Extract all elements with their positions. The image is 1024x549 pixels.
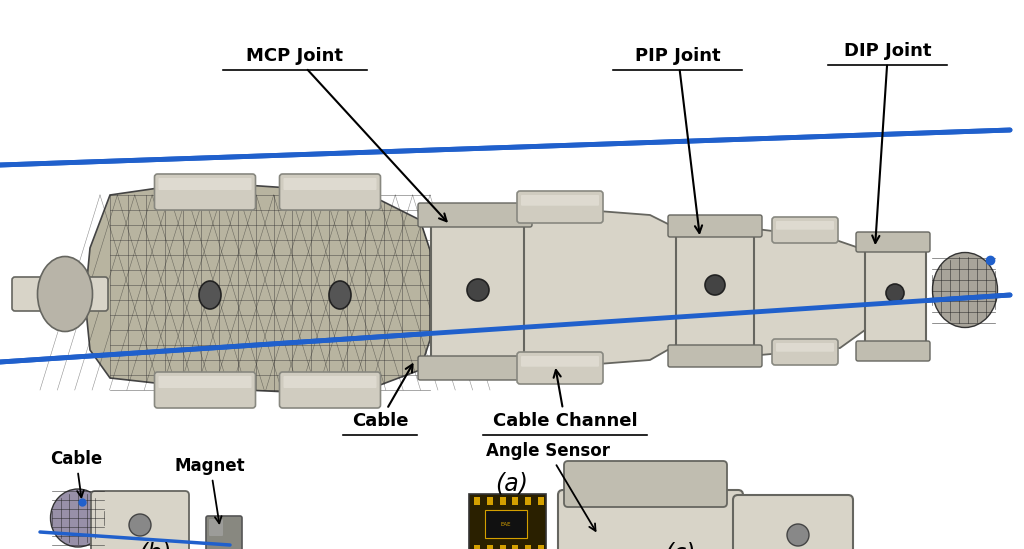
FancyBboxPatch shape: [856, 232, 930, 252]
FancyBboxPatch shape: [733, 495, 853, 549]
FancyBboxPatch shape: [159, 376, 252, 388]
FancyBboxPatch shape: [91, 491, 189, 549]
FancyBboxPatch shape: [284, 178, 377, 190]
Ellipse shape: [705, 275, 725, 295]
FancyBboxPatch shape: [418, 356, 532, 380]
Ellipse shape: [886, 284, 904, 302]
Text: (a): (a): [496, 472, 528, 496]
FancyBboxPatch shape: [668, 215, 762, 237]
Bar: [474, 497, 480, 505]
Text: Cable Channel: Cable Channel: [493, 370, 637, 430]
FancyBboxPatch shape: [159, 178, 252, 190]
Text: Angle Sensor: Angle Sensor: [486, 442, 610, 531]
Bar: [485, 510, 527, 538]
FancyBboxPatch shape: [12, 277, 108, 311]
FancyBboxPatch shape: [558, 490, 743, 549]
FancyBboxPatch shape: [517, 191, 603, 223]
Text: EAE: EAE: [501, 523, 511, 528]
FancyBboxPatch shape: [431, 206, 524, 369]
FancyBboxPatch shape: [772, 339, 838, 365]
Text: DIP Joint: DIP Joint: [844, 42, 932, 243]
Bar: [474, 545, 480, 549]
Ellipse shape: [50, 489, 105, 547]
FancyBboxPatch shape: [418, 203, 532, 227]
FancyBboxPatch shape: [280, 174, 381, 210]
FancyBboxPatch shape: [206, 516, 242, 549]
FancyBboxPatch shape: [856, 341, 930, 361]
Bar: [500, 545, 506, 549]
FancyBboxPatch shape: [280, 372, 381, 408]
Bar: [486, 545, 493, 549]
Text: PIP Joint: PIP Joint: [635, 47, 721, 233]
FancyBboxPatch shape: [676, 218, 754, 356]
Bar: [512, 545, 518, 549]
Bar: [512, 497, 518, 505]
Bar: [486, 497, 493, 505]
FancyBboxPatch shape: [521, 356, 599, 367]
Ellipse shape: [199, 281, 221, 309]
Text: Magnet: Magnet: [175, 457, 246, 523]
Ellipse shape: [467, 279, 489, 301]
FancyBboxPatch shape: [517, 352, 603, 384]
Text: Cable: Cable: [352, 365, 413, 430]
Polygon shape: [742, 228, 874, 355]
Ellipse shape: [787, 524, 809, 546]
Ellipse shape: [129, 514, 151, 536]
Bar: [525, 497, 531, 505]
FancyBboxPatch shape: [155, 372, 256, 408]
FancyBboxPatch shape: [668, 345, 762, 367]
FancyBboxPatch shape: [776, 221, 834, 229]
FancyBboxPatch shape: [772, 217, 838, 243]
Text: MCP Joint: MCP Joint: [247, 47, 446, 221]
Polygon shape: [505, 205, 685, 370]
FancyBboxPatch shape: [865, 235, 926, 351]
Text: (c): (c): [665, 542, 695, 549]
Bar: [538, 497, 544, 505]
Ellipse shape: [933, 253, 997, 328]
Text: Cable: Cable: [50, 450, 102, 497]
FancyBboxPatch shape: [564, 461, 727, 507]
Text: (b): (b): [138, 542, 172, 549]
FancyBboxPatch shape: [469, 494, 546, 549]
FancyBboxPatch shape: [155, 174, 256, 210]
Bar: [500, 497, 506, 505]
FancyBboxPatch shape: [521, 195, 599, 206]
Ellipse shape: [329, 281, 351, 309]
FancyBboxPatch shape: [209, 519, 223, 536]
FancyBboxPatch shape: [284, 376, 377, 388]
Polygon shape: [85, 182, 430, 392]
Bar: [538, 545, 544, 549]
FancyBboxPatch shape: [776, 343, 834, 352]
Bar: [525, 545, 531, 549]
Ellipse shape: [38, 256, 92, 332]
